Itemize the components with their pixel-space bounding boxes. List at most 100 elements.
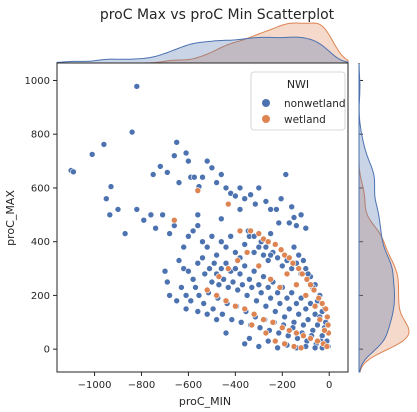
point-nonwetland bbox=[222, 259, 230, 267]
point-nonwetland bbox=[290, 243, 298, 251]
point-nonwetland bbox=[241, 340, 248, 348]
point-wetland bbox=[311, 302, 319, 310]
point-nonwetland bbox=[70, 168, 77, 176]
y-tick-label: 800 bbox=[31, 130, 50, 141]
point-nonwetland bbox=[274, 344, 281, 352]
top-kde-nonwetland bbox=[56, 36, 349, 64]
point-wetland bbox=[241, 305, 248, 313]
legend-label-nonwetland: nonwetland bbox=[284, 98, 346, 110]
point-nonwetland bbox=[215, 281, 223, 289]
point-wetland bbox=[232, 302, 239, 310]
plot-frame bbox=[56, 62, 349, 373]
point-nonwetland bbox=[185, 157, 192, 165]
point-nonwetland bbox=[178, 284, 185, 291]
point-wetland bbox=[315, 294, 323, 302]
point-nonwetland bbox=[246, 335, 253, 342]
point-nonwetland bbox=[282, 171, 290, 178]
point-wetland bbox=[324, 321, 332, 329]
point-nonwetland bbox=[157, 163, 164, 170]
point-nonwetland bbox=[288, 289, 296, 297]
point-nonwetland bbox=[232, 265, 239, 272]
point-nonwetland bbox=[262, 243, 270, 251]
point-nonwetland bbox=[274, 254, 281, 262]
point-nonwetland bbox=[149, 171, 157, 178]
point-wetland bbox=[285, 254, 293, 262]
point-nonwetland bbox=[232, 249, 239, 256]
point-nonwetland bbox=[222, 243, 230, 251]
point-nonwetland bbox=[304, 316, 312, 323]
point-nonwetland bbox=[241, 241, 248, 248]
point-wetland bbox=[293, 281, 300, 289]
legend: NWI nonwetland wetland bbox=[250, 71, 346, 131]
point-nonwetland bbox=[260, 273, 267, 280]
point-nonwetland bbox=[285, 219, 293, 227]
point-nonwetland bbox=[302, 305, 310, 313]
point-wetland bbox=[276, 284, 284, 291]
point-nonwetland bbox=[106, 211, 114, 219]
point-nonwetland bbox=[262, 302, 270, 310]
point-nonwetland bbox=[237, 318, 245, 326]
point-wetland bbox=[307, 335, 314, 342]
y-tick-label: 600 bbox=[31, 183, 50, 194]
point-nonwetland bbox=[175, 179, 183, 186]
point-nonwetland bbox=[260, 251, 267, 259]
point-nonwetland bbox=[194, 211, 202, 219]
y-tick-label: 0 bbox=[44, 345, 50, 356]
x-tick-label: −800 bbox=[128, 380, 155, 391]
point-nonwetland bbox=[271, 308, 279, 315]
point-nonwetland bbox=[218, 265, 225, 272]
point-wetland bbox=[277, 246, 285, 253]
point-nonwetland bbox=[175, 257, 183, 264]
point-nonwetland bbox=[159, 211, 166, 219]
point-nonwetland bbox=[208, 278, 216, 286]
point-wetland bbox=[295, 265, 303, 272]
point-nonwetland bbox=[267, 230, 274, 237]
point-nonwetland bbox=[121, 230, 129, 237]
point-nonwetland bbox=[222, 184, 230, 192]
scatter-points bbox=[67, 83, 332, 352]
point-nonwetland bbox=[277, 195, 285, 202]
point-nonwetland bbox=[161, 267, 169, 275]
point-wetland bbox=[307, 281, 314, 289]
point-wetland bbox=[323, 313, 331, 321]
point-wetland bbox=[222, 297, 230, 305]
x-tick-label: −400 bbox=[222, 380, 249, 391]
point-nonwetland bbox=[180, 243, 187, 251]
point-wetland bbox=[302, 292, 310, 299]
right-kde-marginal bbox=[358, 63, 410, 373]
point-wetland bbox=[236, 227, 244, 235]
point-nonwetland bbox=[300, 257, 307, 264]
axes: −1000 −800 −600 −400 −200 0 0 200 400 600 800 1000 bbox=[25, 62, 349, 391]
point-nonwetland bbox=[208, 164, 216, 172]
point-nonwetland bbox=[203, 157, 211, 165]
point-wetland bbox=[316, 316, 324, 323]
point-nonwetland bbox=[239, 281, 246, 289]
point-nonwetland bbox=[290, 214, 298, 221]
point-nonwetland bbox=[189, 227, 197, 235]
point-nonwetland bbox=[283, 294, 291, 302]
point-nonwetland bbox=[256, 324, 264, 332]
point-wetland bbox=[247, 227, 254, 235]
legend-frame bbox=[250, 71, 346, 131]
point-nonwetland bbox=[264, 257, 272, 264]
x-tick-label: −1000 bbox=[78, 380, 112, 391]
point-nonwetland bbox=[297, 211, 305, 219]
point-wetland bbox=[310, 286, 318, 294]
point-nonwetland bbox=[275, 329, 283, 337]
point-nonwetland bbox=[206, 265, 213, 272]
x-tick-label: −200 bbox=[269, 380, 296, 391]
point-nonwetland bbox=[182, 292, 190, 299]
point-nonwetland bbox=[241, 262, 248, 270]
point-nonwetland bbox=[236, 206, 244, 213]
point-wetland bbox=[269, 318, 277, 326]
point-nonwetland bbox=[171, 152, 178, 159]
point-nonwetland bbox=[107, 183, 115, 190]
point-nonwetland bbox=[182, 149, 190, 157]
point-nonwetland bbox=[187, 297, 195, 305]
point-wetland bbox=[271, 337, 279, 345]
point-nonwetland bbox=[250, 267, 258, 275]
point-nonwetland bbox=[182, 305, 190, 313]
point-nonwetland bbox=[173, 139, 180, 146]
y-tick-label: 400 bbox=[31, 237, 50, 248]
point-nonwetland bbox=[213, 251, 220, 259]
